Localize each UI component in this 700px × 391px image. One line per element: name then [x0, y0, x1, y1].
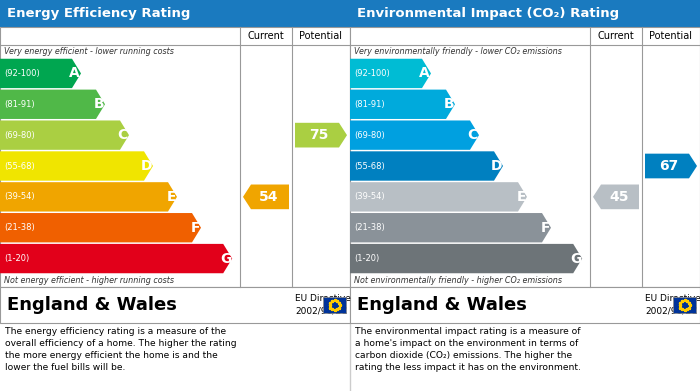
Text: (39-54): (39-54) [4, 192, 34, 201]
Polygon shape [350, 120, 479, 150]
Text: (1-20): (1-20) [4, 254, 29, 263]
Text: Potential: Potential [650, 31, 692, 41]
Polygon shape [0, 59, 81, 88]
Text: The energy efficiency rating is a measure of the
overall efficiency of a home. T: The energy efficiency rating is a measur… [5, 327, 237, 373]
Text: (39-54): (39-54) [354, 192, 384, 201]
Polygon shape [0, 213, 201, 242]
Text: G: G [570, 251, 581, 265]
Polygon shape [0, 151, 153, 181]
Bar [350, 287, 700, 323]
Polygon shape [0, 120, 129, 150]
Text: Not energy efficient - higher running costs: Not energy efficient - higher running co… [4, 276, 174, 285]
Polygon shape [243, 185, 289, 209]
Text: Energy Efficiency Rating: Energy Efficiency Rating [7, 7, 190, 20]
Text: EU Directive
2002/91/EC: EU Directive 2002/91/EC [645, 294, 700, 316]
Text: (55-68): (55-68) [354, 161, 385, 170]
Text: (81-91): (81-91) [4, 100, 34, 109]
Polygon shape [0, 182, 177, 212]
Text: Not environmentally friendly - higher CO₂ emissions: Not environmentally friendly - higher CO… [354, 276, 562, 285]
Text: E: E [167, 190, 176, 204]
Bar [350, 27, 700, 287]
Polygon shape [350, 213, 551, 242]
Text: B: B [93, 97, 104, 111]
Text: Very energy efficient - lower running costs: Very energy efficient - lower running co… [4, 47, 174, 56]
Text: A: A [69, 66, 80, 81]
Text: (92-100): (92-100) [354, 69, 390, 78]
Text: F: F [190, 221, 200, 235]
Text: G: G [220, 251, 231, 265]
Text: Current: Current [598, 31, 634, 41]
Bar [0, 287, 350, 323]
Polygon shape [350, 90, 455, 119]
Text: EU Directive
2002/91/EC: EU Directive 2002/91/EC [295, 294, 351, 316]
Text: A: A [419, 66, 430, 81]
Text: (69-80): (69-80) [354, 131, 385, 140]
Text: The environmental impact rating is a measure of
a home's impact on the environme: The environmental impact rating is a mea… [355, 327, 581, 373]
Bar [673, 297, 696, 313]
Text: 67: 67 [659, 159, 678, 173]
Polygon shape [593, 185, 639, 209]
Text: (55-68): (55-68) [4, 161, 35, 170]
Text: (92-100): (92-100) [4, 69, 40, 78]
Text: (21-38): (21-38) [354, 223, 385, 232]
Polygon shape [0, 244, 232, 273]
Polygon shape [350, 151, 503, 181]
Text: 45: 45 [609, 190, 629, 204]
Text: D: D [141, 159, 152, 173]
Text: C: C [468, 128, 478, 142]
Text: (21-38): (21-38) [4, 223, 35, 232]
Polygon shape [350, 244, 582, 273]
Text: (1-20): (1-20) [354, 254, 379, 263]
Text: England & Wales: England & Wales [7, 296, 177, 314]
Polygon shape [350, 182, 527, 212]
Text: Current: Current [248, 31, 284, 41]
Text: England & Wales: England & Wales [357, 296, 527, 314]
Text: Very environmentally friendly - lower CO₂ emissions: Very environmentally friendly - lower CO… [354, 47, 562, 56]
Text: C: C [118, 128, 128, 142]
Polygon shape [645, 154, 697, 178]
Polygon shape [350, 59, 431, 88]
Bar [323, 297, 346, 313]
Text: 54: 54 [259, 190, 279, 204]
Bar [0, 27, 350, 287]
Text: Environmental Impact (CO₂) Rating: Environmental Impact (CO₂) Rating [357, 7, 619, 20]
Text: (69-80): (69-80) [4, 131, 35, 140]
Text: 75: 75 [309, 128, 329, 142]
Text: Potential: Potential [300, 31, 342, 41]
Text: D: D [491, 159, 502, 173]
Bar [0, 0, 350, 27]
Polygon shape [0, 90, 105, 119]
Text: (81-91): (81-91) [354, 100, 384, 109]
Text: F: F [540, 221, 550, 235]
Text: E: E [517, 190, 526, 204]
Polygon shape [295, 123, 347, 147]
Bar [350, 0, 700, 27]
Text: B: B [443, 97, 454, 111]
